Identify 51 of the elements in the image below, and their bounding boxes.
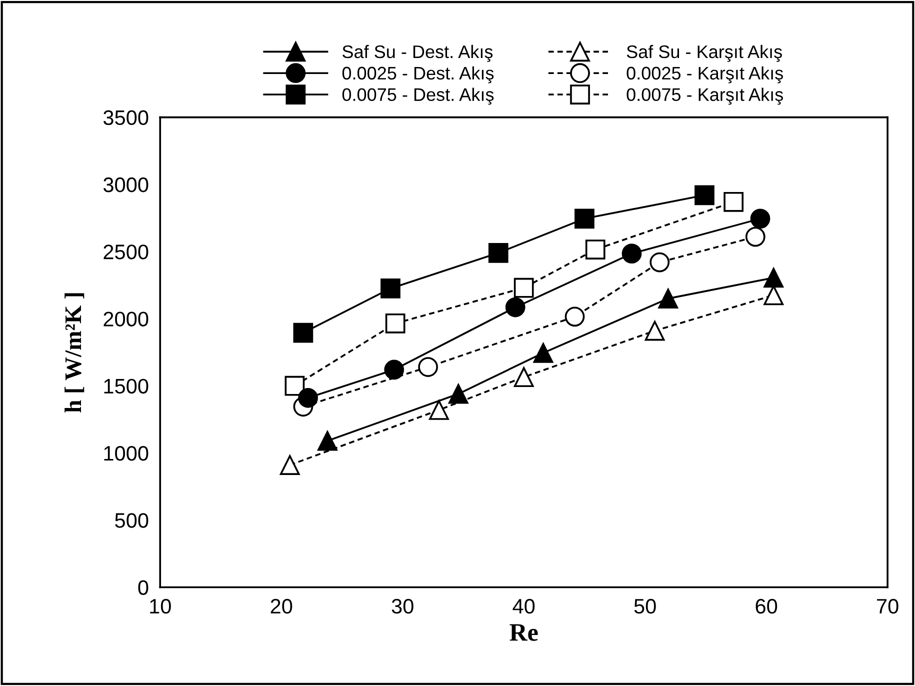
x-axis-title: Re (510, 624, 538, 641)
y-tick-label: 1500 (104, 378, 148, 394)
point (658, 288, 678, 308)
point (418, 357, 438, 377)
y-tick-label: 2500 (104, 244, 148, 260)
y-tick-label: 0 (138, 580, 148, 595)
point (429, 400, 449, 420)
point (318, 430, 338, 451)
y-axis-title: h [ W/m²K ] (64, 293, 84, 412)
point (644, 320, 665, 341)
point (284, 376, 305, 396)
legend-label: 0.0075 - Karşıt Akış (626, 88, 783, 105)
point (724, 192, 744, 212)
point (505, 297, 526, 318)
point (298, 388, 318, 408)
point (448, 384, 468, 404)
point (650, 252, 670, 272)
y-tick-label: 3000 (103, 177, 148, 192)
point (622, 244, 642, 264)
x-tick-label: 70 (877, 598, 898, 614)
point (384, 360, 404, 380)
y-tick-label: 500 (115, 513, 148, 528)
x-tick-label: 40 (512, 598, 535, 614)
x-tick-label: 10 (150, 598, 171, 614)
legend-label: 0.0025 - Karşıt Akış (626, 66, 783, 84)
point (533, 343, 554, 363)
point (564, 306, 585, 327)
point (514, 278, 534, 298)
x-tick-label: 50 (634, 598, 656, 614)
x-tick-label: 60 (756, 598, 778, 614)
legend-label: 0.0075 - Dest. Akış (342, 88, 494, 105)
x-tick-label: 30 (392, 598, 414, 614)
legend-label: 0.0025 - Dest. Akış (342, 66, 494, 84)
point (293, 322, 314, 343)
point (585, 240, 606, 260)
point (745, 226, 766, 247)
point (574, 208, 594, 229)
point (694, 185, 714, 206)
y-tick-label: 3500 (103, 110, 148, 126)
point (764, 268, 784, 288)
point (280, 455, 300, 475)
y-tick-label: 1000 (104, 446, 148, 461)
x-tick-label: 20 (270, 598, 292, 614)
legend-label: Saf Su - Karşıt Akış (626, 44, 782, 62)
y-tick-label: 2000 (104, 312, 148, 326)
point (385, 313, 406, 334)
point (488, 242, 508, 263)
point (750, 208, 770, 229)
point (514, 367, 534, 388)
legend-label: Saf Su - Dest. Akış (342, 44, 493, 62)
point (380, 278, 400, 298)
